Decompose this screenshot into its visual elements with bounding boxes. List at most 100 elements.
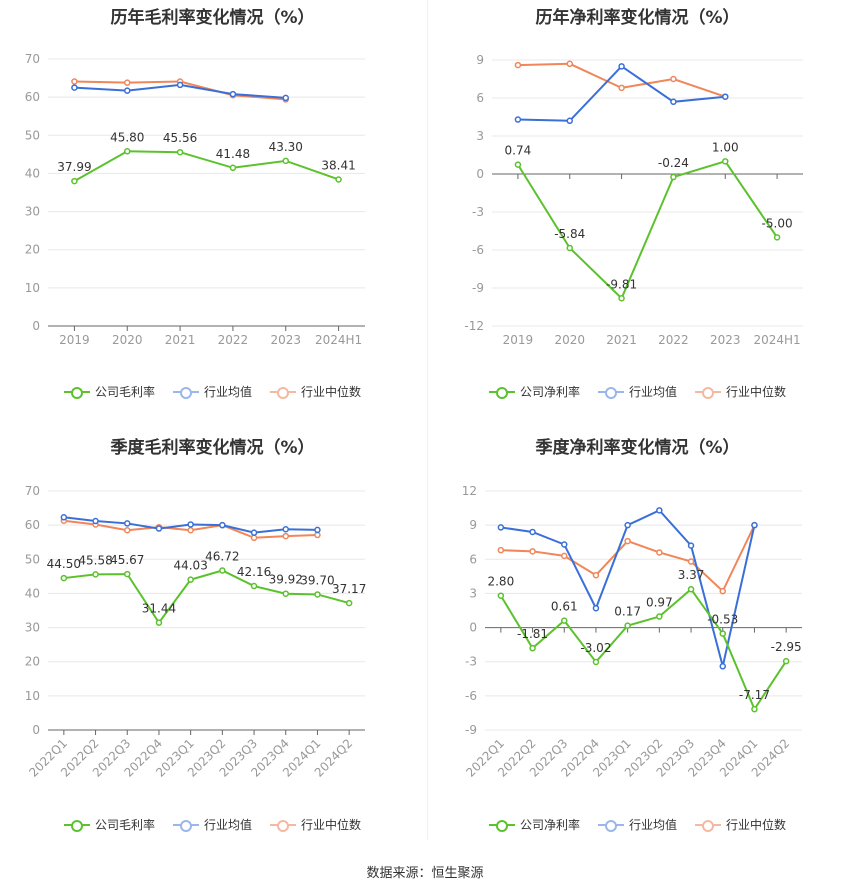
data-point-median (250, 534, 258, 542)
data-label: 3.37 (678, 568, 705, 582)
data-point-mean (497, 524, 505, 531)
data-label: 42.16 (237, 565, 271, 579)
data-label: 39.92 (269, 573, 303, 587)
y-tick-label: 50 (25, 552, 40, 566)
data-label: 45.56 (163, 131, 197, 145)
legend-line-icon (488, 386, 515, 399)
y-tick-label: -3 (465, 655, 477, 669)
chart-title: 历年净利率变化情况（%） (535, 8, 740, 28)
legend: 公司净利率 行业均值 行业中位数 (425, 383, 850, 400)
data-point-median (529, 548, 536, 555)
data-point-median (592, 571, 600, 579)
data-label: 41.48 (216, 147, 250, 161)
x-tick-label: 2024H1 (315, 333, 362, 347)
legend-line-icon (172, 819, 199, 832)
data-point-company (618, 295, 625, 302)
data-point-company (751, 705, 758, 713)
legend-median[interactable]: 行业中位数 (695, 383, 786, 400)
y-tick-label: 9 (469, 518, 477, 532)
y-tick-label: -6 (472, 243, 484, 257)
legend-company[interactable]: 公司净利率 (488, 383, 580, 400)
data-point-company (592, 658, 600, 666)
data-point-company (282, 590, 289, 597)
data-label: 44.50 (47, 557, 81, 571)
data-point-mean (219, 521, 226, 529)
legend: 公司毛利率 行业均值 行业中位数 (0, 383, 425, 400)
y-tick-label: -12 (464, 319, 484, 333)
data-label: 37.99 (57, 160, 91, 174)
data-label: 0.74 (505, 144, 532, 158)
legend-line-icon (597, 819, 624, 832)
data-point-company (187, 576, 194, 583)
legend-company[interactable]: 公司毛利率 (63, 816, 155, 833)
legend-line-icon (488, 819, 515, 832)
series-line-mean (517, 65, 726, 122)
y-tick-label: -9 (472, 281, 484, 295)
data-point-company (219, 567, 226, 574)
chart-svg: 0102030405060702022Q12022Q22022Q32022Q42… (25, 484, 367, 780)
data-point-median (566, 60, 573, 68)
data-point-company (670, 173, 677, 181)
data-label: 0.61 (551, 600, 578, 614)
data-point-company (335, 176, 342, 183)
legend-label: 行业中位数 (301, 385, 362, 399)
data-label: 45.80 (110, 130, 144, 144)
y-tick-label: 20 (25, 655, 40, 669)
data-label: 39.70 (300, 573, 334, 587)
legend-line-icon (270, 819, 296, 832)
legend-label: 公司净利率 (519, 385, 580, 399)
chart-title: 季度毛利率变化情况（%） (110, 438, 315, 458)
y-tick-label: 70 (25, 484, 40, 498)
chart-svg: 0 10 20 30 40 50 60 70 2019 2020 2021 2022 2023 2024H… (25, 52, 365, 347)
legend-company[interactable]: 公司净利率 (488, 816, 580, 833)
data-point-mean (124, 87, 131, 94)
data-point-median (618, 84, 625, 92)
y-tick-label: -9 (465, 723, 477, 737)
legend-label: 行业均值 (628, 818, 677, 832)
data-point-mean (282, 94, 289, 102)
legend: 公司毛利率 行业均值 行业中位数 (0, 816, 425, 833)
quarterly-net-margin-chart: 季度净利率变化情况（%） -9 -6 -3 0 3 6 9 12 2022Q1 2022Q2 202… (425, 430, 850, 860)
legend-mean[interactable]: 行业均值 (172, 383, 252, 400)
legend-mean[interactable]: 行业均值 (597, 383, 677, 400)
data-point-mean (229, 90, 237, 98)
data-label: 43.30 (269, 140, 303, 154)
data-label: -5.84 (554, 227, 585, 241)
legend-company[interactable]: 公司毛利率 (63, 383, 155, 400)
y-tick-label: -3 (472, 205, 484, 219)
y-tick-label: -6 (465, 689, 477, 703)
legend-line-icon (63, 386, 90, 399)
legend-median[interactable]: 行业中位数 (695, 816, 786, 833)
data-label: -0.53 (707, 613, 738, 627)
data-point-median (514, 61, 522, 69)
series-line-company (73, 150, 339, 182)
data-point-company (155, 619, 163, 626)
annual-gross-margin-chart: 历年毛利率变化情况（%） 0 10 20 30 40 50 60 70 2019 2020 2021… (0, 0, 425, 430)
data-point-mean (176, 81, 184, 89)
data-label: -5.00 (762, 216, 793, 230)
legend-mean[interactable]: 行业均值 (597, 816, 677, 833)
data-point-company (773, 234, 781, 241)
data-point-median (71, 78, 78, 85)
data-point-mean (624, 521, 631, 529)
x-tick-label: 2021 (606, 333, 637, 347)
legend-line-icon (172, 386, 199, 399)
series-line-company (499, 587, 787, 712)
data-label: 46.72 (205, 549, 239, 563)
legend-median[interactable]: 行业中位数 (270, 383, 361, 400)
data-point-company (314, 591, 321, 598)
data-point-company (529, 644, 536, 652)
legend-line-icon (270, 386, 296, 399)
data-label: -7.17 (739, 688, 770, 702)
legend-line-icon (597, 386, 624, 399)
data-point-company (561, 617, 568, 624)
data-point-company (71, 177, 78, 185)
legend-median[interactable]: 行业中位数 (270, 816, 361, 833)
data-label: 2.80 (487, 575, 514, 589)
data-label: 0.17 (614, 605, 641, 619)
data-label: 1.00 (712, 140, 739, 154)
data-point-median (687, 558, 695, 565)
y-tick-label: 60 (25, 90, 40, 104)
legend-mean[interactable]: 行业均值 (172, 816, 252, 833)
data-label: -9.81 (606, 277, 637, 291)
